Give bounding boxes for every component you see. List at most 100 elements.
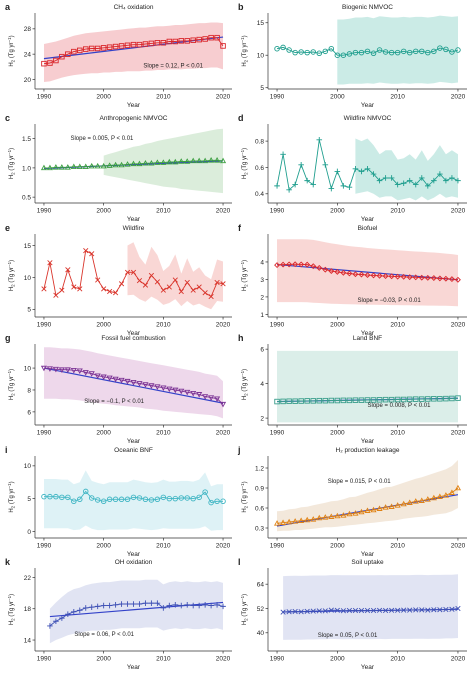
y-axis-label: H2 (Tg yr−1) <box>240 260 249 291</box>
series-line <box>43 37 224 65</box>
data-point <box>455 395 461 401</box>
panel-letter: a <box>5 2 11 12</box>
data-point <box>316 608 322 614</box>
data-point <box>59 287 65 293</box>
y-tick-label: 10 <box>24 365 32 372</box>
x-tick-label: 1990 <box>270 543 285 550</box>
panel-letter: f <box>238 223 242 233</box>
x-tick-label: 2020 <box>216 322 231 329</box>
data-point <box>148 159 155 166</box>
x-tick-label: 2010 <box>156 208 171 215</box>
data-point <box>310 516 317 522</box>
panel-title: Soil uptake <box>351 559 384 566</box>
data-point <box>280 609 286 615</box>
data-point <box>202 602 208 608</box>
data-point <box>220 498 226 505</box>
data-point <box>65 611 71 617</box>
data-point <box>425 607 431 613</box>
slope-annotation: Slope = 0.05, P < 0.01 <box>318 633 378 639</box>
x-tick-label: 2010 <box>156 656 171 663</box>
trend-line <box>43 36 224 60</box>
x-tick-label: 2000 <box>96 543 111 550</box>
data-point <box>364 272 371 278</box>
data-point <box>100 374 107 381</box>
data-point <box>124 269 131 275</box>
data-point <box>190 37 196 43</box>
data-point <box>118 496 125 503</box>
panel-title: Wildfire NMVOC <box>344 115 392 122</box>
data-point <box>370 607 377 614</box>
y-tick-label: 0.3 <box>255 525 264 532</box>
data-point <box>71 498 77 505</box>
data-point <box>358 271 365 278</box>
data-point <box>304 261 311 268</box>
uncertainty-band <box>44 347 223 419</box>
data-point <box>358 168 365 175</box>
x-axis-label: Year <box>127 330 141 337</box>
data-point <box>431 48 437 55</box>
data-point <box>130 494 137 501</box>
data-point <box>437 45 443 51</box>
data-point <box>202 394 209 400</box>
data-point <box>286 187 292 193</box>
series-line <box>276 397 459 403</box>
y-tick-label: 10 <box>24 275 32 282</box>
data-point <box>316 397 323 404</box>
y-tick-label: 1.5 <box>22 136 31 143</box>
series-line <box>283 608 459 613</box>
data-point <box>274 262 280 269</box>
data-point <box>382 607 389 614</box>
data-point <box>274 183 280 189</box>
x-tick-label: 2020 <box>216 543 231 550</box>
data-point <box>202 36 208 42</box>
panel-letter: l <box>238 557 241 567</box>
data-point <box>401 607 407 613</box>
data-point <box>214 34 220 41</box>
data-point <box>328 45 335 52</box>
data-point <box>196 157 203 164</box>
data-point <box>412 498 419 504</box>
data-point <box>298 609 304 615</box>
data-point <box>304 608 310 614</box>
slope-annotation: Slope = 0.06, P < 0.01 <box>74 632 134 638</box>
x-tick-label: 2010 <box>156 543 171 550</box>
data-point <box>190 390 197 397</box>
data-point <box>172 387 179 394</box>
data-point <box>412 181 419 188</box>
y-tick-label: 8 <box>27 387 31 394</box>
data-point <box>328 607 334 613</box>
data-point <box>449 175 455 181</box>
data-point <box>292 518 299 524</box>
x-axis-label: Year <box>127 551 141 558</box>
data-point <box>64 164 71 170</box>
data-point <box>382 504 389 510</box>
data-point <box>412 396 419 402</box>
x-axis-label: Year <box>361 102 375 109</box>
data-point <box>286 398 292 404</box>
data-point <box>118 43 125 49</box>
y-tick-label: 3 <box>260 277 264 284</box>
data-point <box>124 378 131 385</box>
x-tick-label: 2000 <box>96 656 111 663</box>
chart-panel-a: 20 24 28 1990 2000 2010 2020 Year H2 (Tg yr−1) a C… <box>5 2 232 109</box>
data-point <box>364 507 371 513</box>
uncertainty-band <box>44 22 223 82</box>
y-tick-label: 24 <box>24 52 32 59</box>
data-point <box>286 518 293 525</box>
data-point <box>95 277 101 283</box>
uncertainty-band <box>283 574 458 640</box>
data-point <box>346 397 353 404</box>
data-point <box>142 282 149 288</box>
y-tick-label: 1.2 <box>255 465 264 472</box>
data-point <box>184 38 190 44</box>
data-point <box>437 171 443 177</box>
panel-letter: g <box>5 333 11 343</box>
data-point <box>418 497 425 503</box>
panel-letter: j <box>237 445 241 455</box>
data-point <box>107 288 113 295</box>
x-axis-label: Year <box>127 216 141 223</box>
data-point <box>436 275 443 282</box>
series-line <box>44 490 223 504</box>
data-point <box>142 41 149 47</box>
data-point <box>77 286 83 292</box>
